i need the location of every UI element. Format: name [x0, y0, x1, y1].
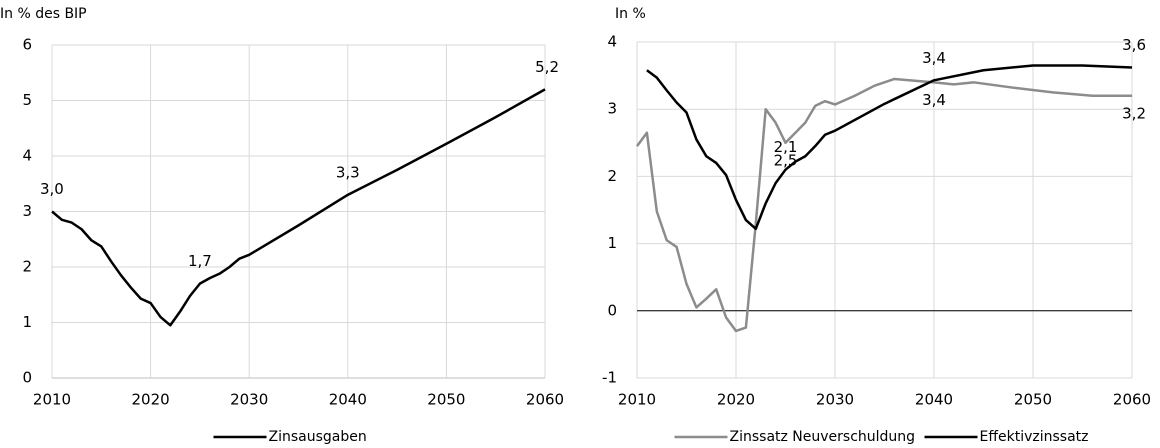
- y-tick-label: 4: [22, 147, 32, 165]
- y-axis-label: In % des BIP: [0, 6, 87, 22]
- y-tick-label: 1: [22, 313, 32, 331]
- y-tick-label: 2: [22, 258, 32, 276]
- data-label: 1,7: [188, 252, 212, 270]
- y-tick-label: 3: [607, 100, 617, 118]
- x-tick-label: 2020: [132, 391, 170, 409]
- series-line: [635, 77, 1132, 333]
- y-tick-label: 4: [607, 33, 617, 51]
- y-tick-label: 5: [22, 91, 32, 109]
- y-tick-label: 0: [607, 301, 617, 319]
- data-label: 5,2: [535, 58, 559, 76]
- series-line: [51, 88, 546, 327]
- legend-label: Zinssatz Neuverschuldung: [730, 429, 916, 445]
- x-tick-label: 2040: [915, 391, 953, 409]
- x-tick-label: 2030: [230, 391, 268, 409]
- y-tick-label: 6: [22, 36, 32, 54]
- x-tick-label: 2030: [816, 391, 854, 409]
- data-label: 3,4: [922, 49, 946, 67]
- data-label: 3,4: [922, 91, 946, 109]
- x-tick-label: 2050: [427, 391, 465, 409]
- y-tick-label: 2: [607, 167, 617, 185]
- x-tick-label: 2040: [329, 391, 367, 409]
- data-label: 2,1: [774, 138, 798, 156]
- legend-label: Effektivzinssatz: [980, 429, 1089, 445]
- x-tick-label: 2010: [33, 391, 71, 409]
- y-tick-label: 3: [22, 202, 32, 220]
- data-label: 3,0: [40, 180, 64, 198]
- x-tick-label: 2060: [1113, 391, 1151, 409]
- x-tick-label: 2010: [618, 391, 656, 409]
- data-label: 3,3: [336, 163, 360, 181]
- x-tick-label: 2050: [1014, 391, 1052, 409]
- legend-label: Zinsausgaben: [269, 429, 367, 445]
- y-tick-label: 0: [22, 369, 32, 387]
- data-label: 3,6: [1122, 36, 1146, 54]
- series-line: [646, 64, 1133, 231]
- data-label: 3,2: [1122, 104, 1146, 122]
- y-axis-label: In %: [615, 6, 646, 22]
- y-tick-label: 1: [607, 234, 617, 252]
- x-tick-label: 2060: [526, 391, 564, 409]
- x-tick-label: 2020: [717, 391, 755, 409]
- y-tick-label: -1: [602, 369, 617, 387]
